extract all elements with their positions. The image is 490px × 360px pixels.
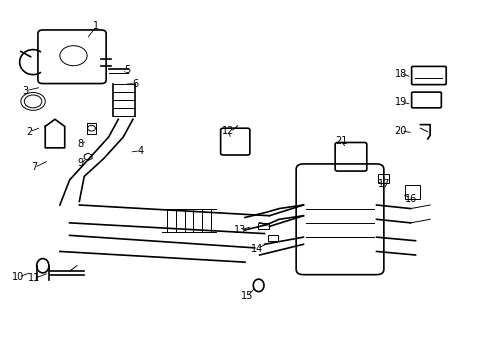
Text: 8: 8 xyxy=(77,139,83,149)
Text: 6: 6 xyxy=(132,78,139,89)
Text: 1: 1 xyxy=(93,21,99,31)
Text: 11: 11 xyxy=(28,273,41,283)
Text: 3: 3 xyxy=(23,86,29,96)
Text: 2: 2 xyxy=(26,127,33,137)
Text: 17: 17 xyxy=(378,179,391,189)
Text: 9: 9 xyxy=(77,158,83,168)
Text: 21: 21 xyxy=(335,136,348,147)
Text: 4: 4 xyxy=(137,146,143,156)
Text: 14: 14 xyxy=(251,244,263,253)
Text: 15: 15 xyxy=(241,291,254,301)
Text: 7: 7 xyxy=(31,162,38,172)
Text: 12: 12 xyxy=(222,126,234,136)
Text: 20: 20 xyxy=(395,126,407,136)
Text: 18: 18 xyxy=(395,68,407,78)
Text: 13: 13 xyxy=(234,225,246,235)
Text: 19: 19 xyxy=(395,97,407,107)
Text: 10: 10 xyxy=(12,272,24,282)
Text: 5: 5 xyxy=(124,65,130,75)
Text: 16: 16 xyxy=(405,194,417,203)
